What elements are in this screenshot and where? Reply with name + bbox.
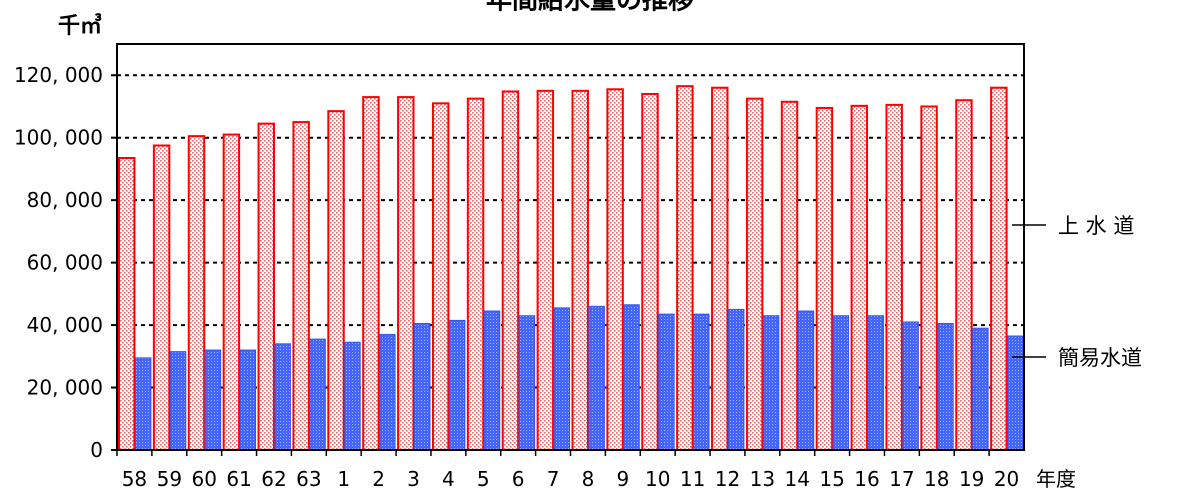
bar-kanisuido: [937, 323, 954, 451]
bar-josuido: [466, 97, 485, 452]
bar-kanisuido: [274, 343, 291, 451]
x-tick-label: 59: [157, 467, 182, 491]
bar-josuido: [397, 96, 415, 451]
bar-josuido: [222, 133, 241, 451]
bar-josuido: [920, 105, 938, 451]
bar-kanisuido: [169, 351, 187, 451]
x-tick-label: 17: [889, 467, 914, 491]
x-tick-label: 9: [616, 467, 629, 491]
x-tick-label: 60: [191, 467, 216, 491]
y-tick-label: 20, 000: [27, 376, 103, 400]
bar-kanisuido: [309, 338, 326, 451]
x-tick-label: 61: [226, 467, 251, 491]
bar-josuido: [536, 89, 555, 451]
x-tick-label: 19: [959, 467, 984, 491]
bar-josuido: [257, 122, 275, 451]
x-tick-label: 8: [582, 467, 595, 491]
bar-kanisuido: [553, 307, 570, 451]
bar-kanisuido: [902, 321, 919, 451]
bar-kanisuido: [762, 315, 780, 451]
legend-kanisuido-label: 簡易水道: [1058, 346, 1142, 370]
bar-kanisuido: [658, 313, 675, 451]
x-tick-label: 16: [854, 467, 879, 491]
bar-kanisuido: [867, 315, 884, 451]
bar-kanisuido: [1007, 335, 1024, 451]
x-tick-label: 1: [337, 467, 350, 491]
bar-josuido: [711, 86, 729, 451]
x-tick-label: 63: [296, 467, 321, 491]
bar-kanisuido: [239, 349, 257, 451]
bar-josuido: [187, 135, 206, 451]
x-tick-label: 11: [680, 467, 705, 491]
chart-title: 年間給水量の推移: [486, 0, 694, 15]
bar-kanisuido: [588, 305, 605, 451]
bar-kanisuido: [797, 310, 815, 451]
y-tick-label: 0: [90, 438, 103, 462]
bar-josuido: [606, 88, 624, 452]
bar-kanisuido: [623, 304, 640, 451]
bar-kanisuido: [204, 349, 222, 451]
x-tick-label: 6: [512, 467, 525, 491]
bar-kanisuido: [483, 310, 501, 451]
y-tick-label: 100, 000: [14, 126, 103, 150]
bar-kanisuido: [832, 315, 850, 451]
bar-josuido: [327, 110, 345, 452]
bar-josuido: [850, 104, 869, 452]
bar-kanisuido: [972, 327, 989, 451]
bar-josuido: [431, 102, 450, 451]
bar-josuido: [571, 89, 589, 451]
bar-josuido: [292, 121, 310, 451]
bar-josuido: [152, 144, 171, 451]
x-tick-label: 13: [750, 467, 775, 491]
x-tick-label: 62: [261, 467, 286, 491]
bar-josuido: [745, 97, 764, 452]
y-tick-label: 120, 000: [14, 63, 103, 87]
legend-josuido-label: 上 水 道: [1058, 214, 1134, 238]
bar-kanisuido: [693, 313, 710, 451]
x-axis-ticks: 58 59 60 61 62 63 1 2 3 4 5 6 7 8 9 10 11 12 13 14 15 16 17 18 1…: [116, 450, 1019, 491]
bar-kanisuido: [134, 357, 152, 451]
x-tick-label: 4: [442, 467, 455, 491]
x-axis-unit: 年度: [1036, 467, 1076, 491]
x-tick-label: 10: [645, 467, 670, 491]
y-axis-ticks: 0 20, 000 40, 000 60, 000 80, 000 100, 000 120…: [14, 63, 117, 462]
bar-kanisuido: [379, 333, 396, 451]
y-tick-label: 80, 000: [27, 188, 103, 212]
bars: [118, 85, 1024, 452]
bar-josuido: [641, 92, 659, 451]
x-tick-label: 20: [994, 467, 1019, 491]
bar-josuido: [676, 85, 694, 452]
bar-josuido: [118, 156, 136, 451]
bar-kanisuido: [727, 308, 745, 451]
x-tick-label: 3: [407, 467, 420, 491]
bar-josuido: [955, 99, 973, 451]
bar-josuido: [780, 100, 799, 452]
plot-frame: [116, 43, 1025, 451]
y-tick-label: 40, 000: [27, 313, 103, 337]
x-tick-label: 14: [785, 467, 810, 491]
x-tick-label: 7: [547, 467, 560, 491]
x-tick-label: 15: [819, 467, 844, 491]
bar-kanisuido: [344, 341, 361, 451]
y-tick-label: 60, 000: [27, 251, 103, 275]
x-tick-label: 5: [477, 467, 490, 491]
x-tick-label: 58: [122, 467, 147, 491]
x-tick-label: 18: [924, 467, 949, 491]
bar-josuido: [501, 90, 520, 452]
x-tick-label: 12: [715, 467, 740, 491]
bar-josuido: [362, 96, 380, 451]
bar-kanisuido: [518, 315, 536, 451]
bar-kanisuido: [448, 319, 466, 451]
bar-josuido: [885, 103, 903, 452]
bar-josuido: [990, 86, 1008, 451]
x-tick-label: 2: [372, 467, 385, 491]
bar-josuido: [815, 107, 834, 452]
bar-kanisuido: [414, 323, 431, 451]
y-axis-unit: 千㎥: [58, 13, 102, 39]
